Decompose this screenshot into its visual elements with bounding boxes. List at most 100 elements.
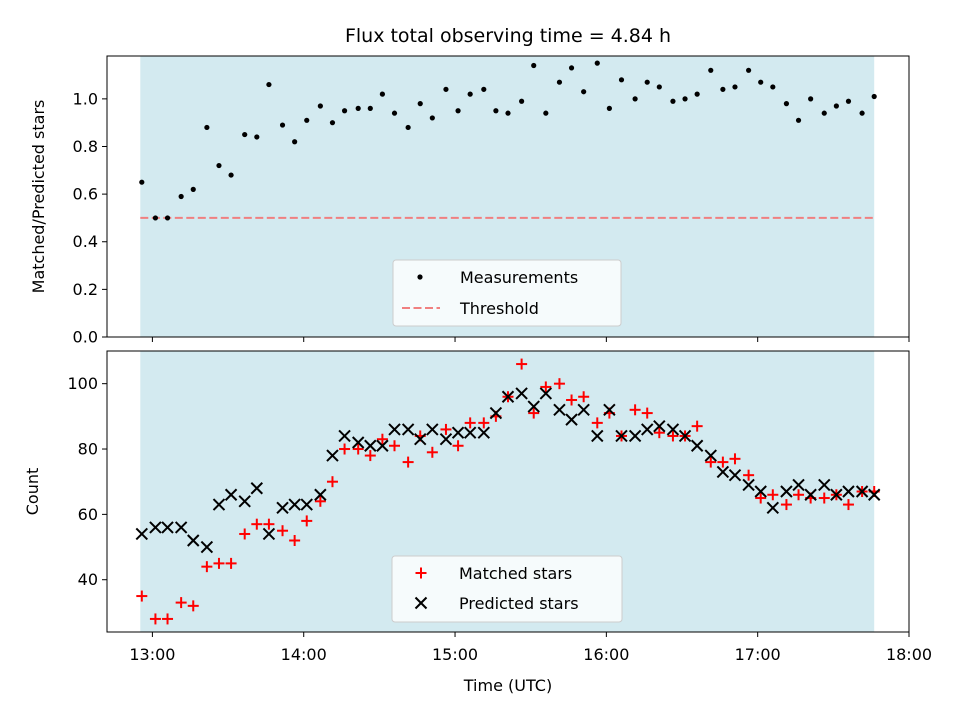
matched-point bbox=[578, 391, 590, 403]
predicted-stroke-b bbox=[867, 488, 881, 501]
predicted-point bbox=[401, 423, 415, 436]
measurement-point bbox=[732, 84, 738, 90]
bottom-axes-frame bbox=[106, 350, 910, 633]
measurement-point bbox=[379, 91, 386, 97]
measurement-point bbox=[204, 124, 210, 131]
predicted-stroke-b bbox=[238, 495, 251, 508]
x-tick-label: 14:00 bbox=[281, 645, 327, 664]
predicted-stroke-b bbox=[224, 488, 238, 501]
predicted-point bbox=[314, 488, 327, 501]
predicted-point bbox=[553, 403, 566, 417]
matched-point bbox=[641, 407, 653, 419]
measurement-point bbox=[304, 117, 310, 123]
measurement-point bbox=[556, 79, 563, 85]
chart-title: Flux total observing time = 4.84 h bbox=[345, 25, 671, 47]
predicted-point bbox=[527, 400, 540, 413]
predicted-point bbox=[804, 488, 817, 501]
predicted-stroke-b bbox=[653, 419, 666, 433]
measurement-point bbox=[606, 105, 612, 111]
measurement-point bbox=[770, 84, 776, 90]
matched-point bbox=[339, 443, 351, 455]
x-axis-label: Time (UTC) bbox=[463, 676, 552, 695]
predicted-point bbox=[754, 485, 767, 498]
predicted-stroke-b bbox=[262, 527, 276, 541]
matched-point bbox=[277, 525, 289, 537]
x-tick-label: 16:00 bbox=[583, 645, 629, 664]
matched-point bbox=[591, 417, 603, 429]
matched-point bbox=[478, 417, 490, 429]
predicted-stroke-b bbox=[364, 439, 377, 452]
predicted-point bbox=[224, 488, 238, 501]
predicted-stroke-b bbox=[388, 423, 401, 436]
predicted-point bbox=[477, 426, 490, 439]
matched-point bbox=[452, 440, 464, 452]
matched-point bbox=[729, 453, 741, 465]
measurement-point bbox=[795, 117, 802, 123]
measurement-point bbox=[152, 215, 159, 221]
predicted-stroke-b bbox=[439, 433, 453, 446]
predicted-point bbox=[539, 387, 553, 400]
predicted-point bbox=[716, 465, 730, 479]
measurement-point bbox=[228, 172, 234, 178]
y-tick-label: 60 bbox=[78, 505, 98, 524]
predicted-stroke-b bbox=[326, 449, 339, 462]
measurement-point bbox=[543, 110, 549, 116]
matched-point bbox=[743, 469, 755, 481]
matched-point bbox=[629, 404, 641, 416]
top-x-ticks bbox=[151, 337, 910, 342]
measurement-point bbox=[821, 110, 827, 116]
measurement-point bbox=[505, 110, 511, 116]
predicted-stroke-b bbox=[314, 488, 327, 501]
predicted-point bbox=[439, 433, 453, 446]
top-y-axis-label: Matched/Predicted stars bbox=[29, 100, 48, 294]
predicted-point bbox=[603, 403, 616, 417]
measurement-point bbox=[833, 103, 839, 109]
measurement-point bbox=[164, 215, 171, 221]
measurement-point bbox=[429, 115, 435, 121]
predicted-point bbox=[174, 521, 188, 534]
x-tick-label: 13:00 bbox=[129, 645, 175, 664]
measurement-point bbox=[341, 108, 348, 114]
x-tick-label: 17:00 bbox=[735, 645, 781, 664]
ratio-panel: 0.0 0.2 0.4 0.6 0.8 1.0 Matched/Predicted sta… bbox=[29, 25, 910, 347]
matched-point bbox=[553, 378, 565, 390]
predicted-stroke-b bbox=[842, 485, 855, 498]
predicted-point bbox=[200, 540, 214, 554]
bottom-x-axis: 13:00 14:00 15:00 16:00 17:00 18:00 bbox=[129, 632, 932, 664]
predicted-point bbox=[212, 498, 226, 511]
predicted-point bbox=[451, 426, 465, 439]
predicted-stroke-b bbox=[161, 521, 174, 534]
matched-point bbox=[566, 394, 578, 406]
predicted-stroke-b bbox=[477, 426, 490, 439]
matched-point bbox=[389, 440, 401, 452]
matched-point bbox=[263, 518, 275, 530]
predicted-point bbox=[489, 406, 503, 420]
matched-point bbox=[818, 492, 830, 504]
matched-point bbox=[755, 492, 767, 504]
predicted-point bbox=[161, 521, 174, 534]
predicted-point bbox=[653, 419, 666, 433]
matched-point bbox=[653, 427, 665, 439]
legend-measurements-label: Measurements bbox=[460, 268, 578, 287]
predicted-stroke-b bbox=[414, 433, 427, 446]
predicted-point bbox=[187, 534, 200, 547]
y-tick-label: 0.8 bbox=[73, 137, 98, 156]
measurement-point bbox=[632, 96, 638, 102]
y-tick-label: 100 bbox=[67, 374, 98, 393]
y-tick-label: 0.6 bbox=[73, 185, 98, 204]
predicted-point bbox=[262, 527, 276, 541]
predicted-point bbox=[766, 501, 780, 515]
predicted-point bbox=[867, 488, 881, 501]
predicted-point bbox=[577, 403, 590, 417]
predicted-stroke-b bbox=[200, 540, 214, 554]
legend-predicted-marker bbox=[414, 596, 428, 610]
matched-point bbox=[426, 446, 438, 458]
matched-point bbox=[289, 535, 301, 547]
predicted-point bbox=[326, 449, 339, 462]
predicted-stroke-b bbox=[463, 426, 477, 439]
predicted-stroke-b bbox=[376, 439, 389, 452]
predicted-point bbox=[666, 423, 680, 436]
matched-point bbox=[364, 450, 376, 462]
predicted-stroke-b bbox=[338, 429, 351, 443]
matched-point bbox=[705, 456, 717, 468]
